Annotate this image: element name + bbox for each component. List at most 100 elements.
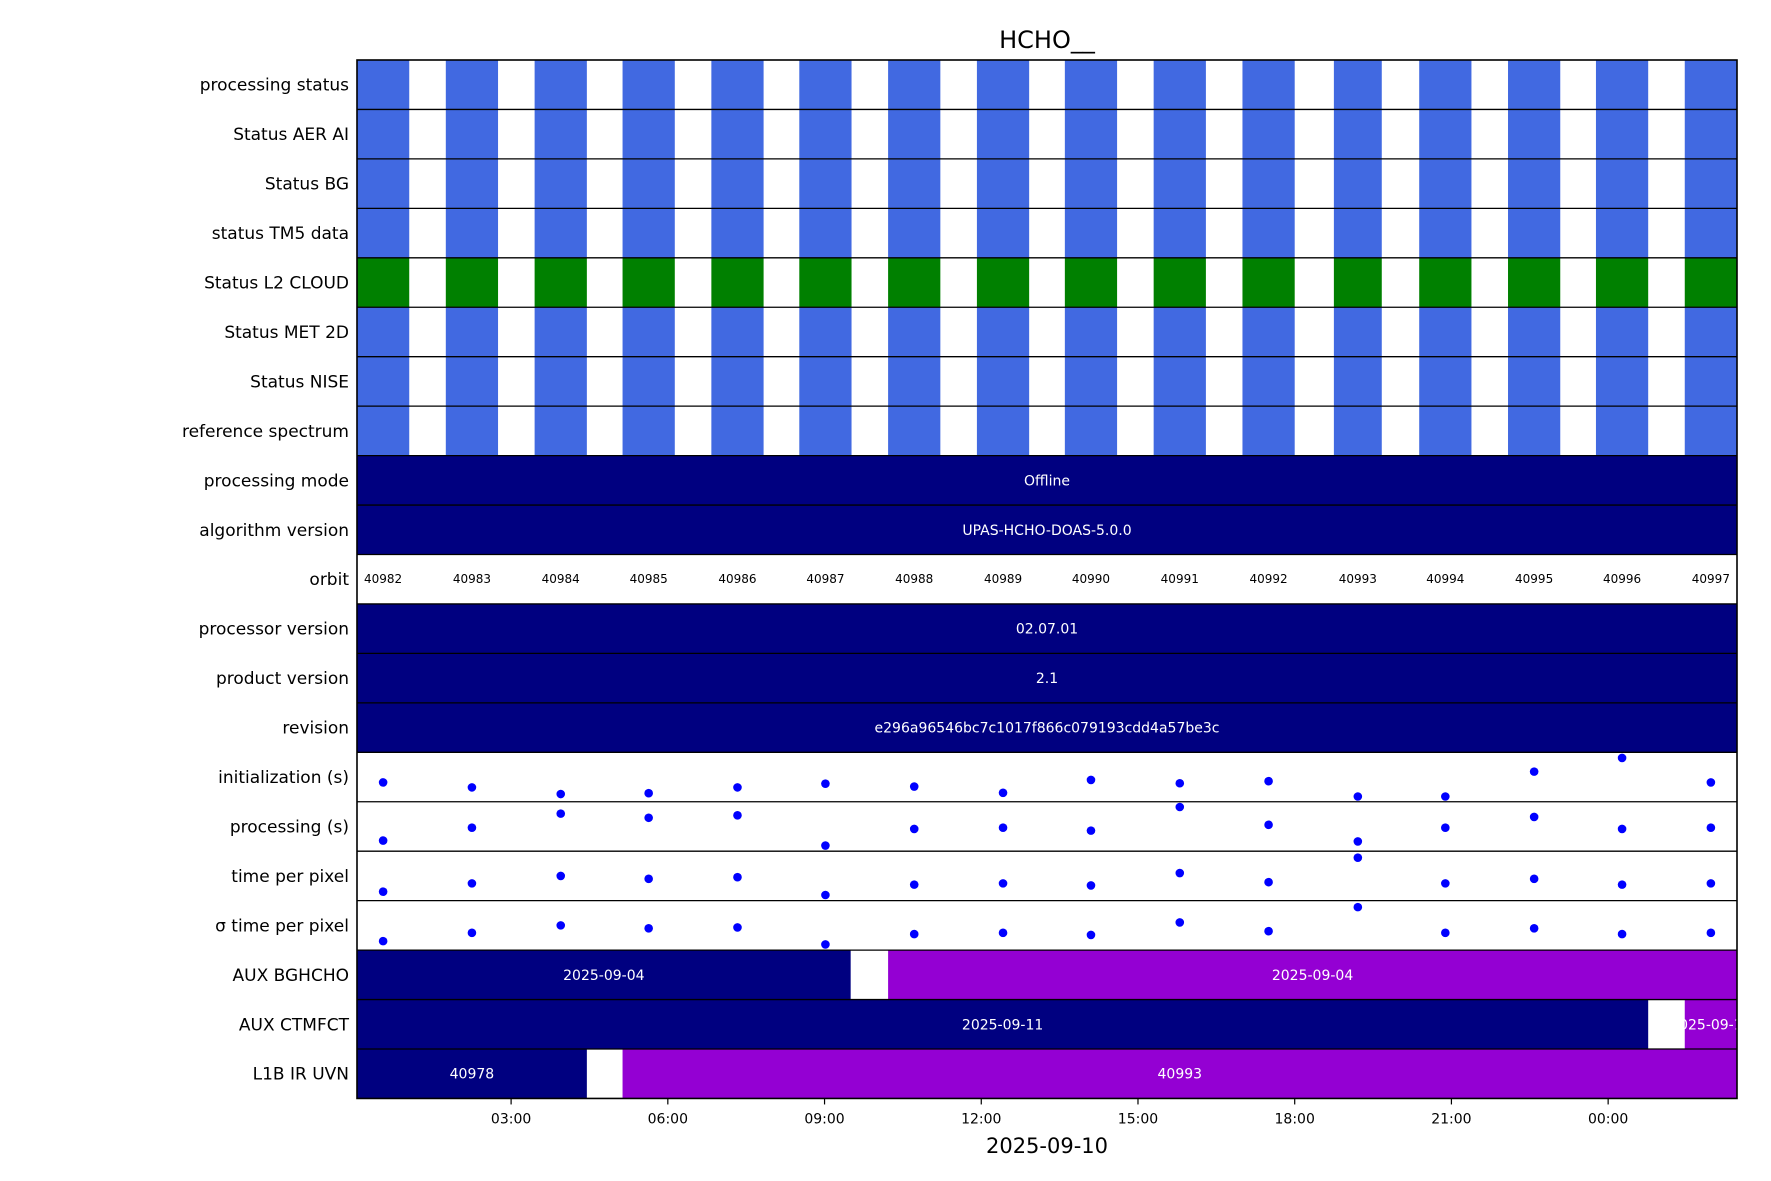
scatter-point xyxy=(1706,928,1716,938)
scatter-point xyxy=(909,880,919,889)
status-bar xyxy=(1153,257,1206,308)
rows-layer: Offline UPAS-HCHO-DOAS-5.0.0 40982 40983 409… xyxy=(357,60,1737,1099)
status-bar xyxy=(445,356,499,407)
status-bar xyxy=(888,60,941,110)
value-bar-text: 2.1 xyxy=(1036,671,1058,687)
status-bar xyxy=(888,406,941,456)
status-bar xyxy=(1064,356,1118,407)
orbit-number: 40991 xyxy=(1161,572,1199,586)
scatter-point xyxy=(1086,826,1096,835)
status-bar xyxy=(1064,60,1118,110)
status-bar xyxy=(534,406,587,456)
scatter-point xyxy=(1529,874,1539,884)
row-separators xyxy=(356,59,1738,1100)
orbit-number: 40993 xyxy=(1339,572,1377,586)
status-bar xyxy=(1242,60,1295,110)
row-labels: processing status Status AER AI Status BG s… xyxy=(182,76,350,1085)
x-tick-label: 06:00 xyxy=(648,1111,688,1127)
status-bar xyxy=(1333,208,1382,258)
row-label: σ time per pixel xyxy=(215,916,349,936)
status-bar xyxy=(622,109,675,159)
status-bar xyxy=(1153,356,1206,407)
status-bar xyxy=(1153,208,1206,258)
value-bar-text: e296a96546bc7c1017f866c079193cdd4a57be3c xyxy=(875,721,1220,737)
status-bar xyxy=(1508,158,1561,209)
status-bar xyxy=(1508,60,1561,110)
status-bar xyxy=(622,406,675,456)
scatter-point xyxy=(1264,926,1273,936)
status-bar xyxy=(357,307,410,357)
status-bar xyxy=(445,257,499,308)
aux-segment xyxy=(888,950,1737,1000)
status-bar xyxy=(1508,406,1561,456)
status-bar xyxy=(976,307,1030,357)
scatter-point xyxy=(1617,929,1627,939)
scatter-point xyxy=(556,789,566,799)
status-bar xyxy=(1064,257,1118,308)
status-bar xyxy=(1419,406,1472,456)
status-bar xyxy=(622,307,675,357)
orbit-number: 40992 xyxy=(1249,572,1287,586)
scatter-point xyxy=(378,936,388,946)
scatter-point xyxy=(909,782,919,791)
status-bar xyxy=(1064,406,1118,456)
row-label: processor version xyxy=(199,620,349,640)
status-bar xyxy=(711,208,764,258)
status-bar xyxy=(1333,60,1382,110)
aux-segment-text: 2025-09-04 xyxy=(1272,968,1353,984)
scatter-point xyxy=(1086,881,1096,890)
scatter-point xyxy=(998,879,1008,888)
status-bar xyxy=(534,208,587,258)
status-bar xyxy=(1242,406,1295,456)
value-bar xyxy=(357,653,1737,703)
x-tick-label: 03:00 xyxy=(491,1111,531,1127)
scatter-point xyxy=(1175,868,1185,878)
status-bar xyxy=(976,257,1030,308)
status-bar xyxy=(445,406,499,456)
scatter-point xyxy=(467,823,477,833)
scatter-point xyxy=(1441,823,1450,833)
row-label: Status L2 CLOUD xyxy=(204,274,349,294)
status-bar xyxy=(1153,109,1206,159)
scatter-point xyxy=(821,841,830,850)
scatter-point xyxy=(1175,918,1185,927)
orbit-number: 40990 xyxy=(1072,572,1110,586)
orbit-number: 40985 xyxy=(630,572,668,586)
status-bar xyxy=(534,356,587,407)
status-bar xyxy=(1333,307,1382,357)
scatter-point xyxy=(733,810,742,820)
status-bar xyxy=(1242,257,1295,308)
aux-segment-text: 2025-09-11 xyxy=(962,1017,1043,1033)
orbit-number: 40995 xyxy=(1515,572,1553,586)
row-label: status TM5 data xyxy=(212,224,349,244)
x-tick-label: 15:00 xyxy=(1118,1111,1158,1127)
scatter-point xyxy=(733,783,742,792)
status-bar xyxy=(1684,356,1737,407)
status-bar xyxy=(976,158,1030,209)
status-bar xyxy=(888,208,941,258)
scatter-point xyxy=(1529,812,1539,822)
scatter-point xyxy=(378,778,388,787)
status-bar xyxy=(1684,158,1737,209)
scatter-point xyxy=(644,788,653,798)
status-bar xyxy=(1153,307,1206,357)
status-bar xyxy=(534,158,587,209)
status-bar xyxy=(1242,158,1295,209)
status-bar xyxy=(976,356,1030,407)
status-bar xyxy=(799,307,852,357)
row-label: orbit xyxy=(309,570,349,590)
plot-frame xyxy=(356,59,1738,1100)
x-tick-label: 00:00 xyxy=(1588,1111,1628,1127)
status-bar xyxy=(1508,109,1561,159)
status-bar xyxy=(1684,257,1737,308)
status-bar xyxy=(799,109,852,159)
status-bar xyxy=(1508,208,1561,258)
status-bar xyxy=(357,60,410,110)
value-bar xyxy=(357,702,1737,753)
status-bar xyxy=(357,158,410,209)
status-bar xyxy=(445,60,499,110)
scatter-point xyxy=(1706,879,1716,888)
x-axis-label: 2025-09-10 xyxy=(986,1134,1108,1158)
scatter-point xyxy=(1441,879,1450,888)
scatter-point xyxy=(556,871,566,881)
